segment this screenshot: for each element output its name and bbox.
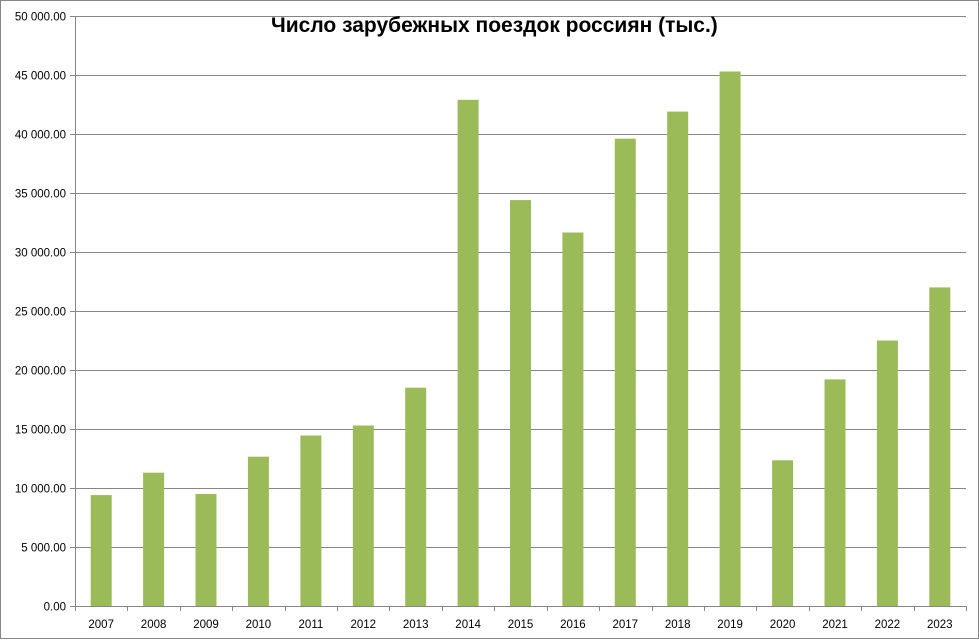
x-tick-label: 2008	[141, 619, 167, 631]
x-tick-label: 2011	[299, 619, 324, 631]
chart-title: Число зарубежных поездок россиян (тыс.)	[271, 14, 718, 37]
x-tick-label: 2012	[351, 619, 377, 631]
y-tick-label: 10 000.00	[15, 484, 66, 496]
bar-2007	[90, 495, 112, 606]
x-tick-label: 2023	[927, 619, 953, 631]
y-tick-label: 45 000.00	[15, 71, 66, 83]
x-tick-label: 2009	[193, 619, 219, 631]
bar-2013	[405, 387, 427, 606]
x-tick-label: 2017	[613, 619, 639, 631]
x-tick-label: 2016	[560, 619, 586, 631]
bar-2023	[929, 287, 951, 606]
x-tick-label: 2007	[88, 619, 114, 631]
bar-2017	[614, 138, 636, 606]
x-tick-label: 2010	[246, 619, 272, 631]
y-tick-label: 35 000.00	[15, 189, 66, 201]
x-tick-label: 2021	[822, 619, 848, 631]
y-tick-labels: 0.00 5 000.00 10 000.00 15 000.00 20 000.00 2…	[15, 12, 66, 614]
y-tick-label: 30 000.00	[15, 248, 66, 260]
bars	[90, 71, 951, 607]
x-tick-label: 2018	[665, 619, 691, 631]
y-tick-label: 15 000.00	[15, 425, 66, 437]
bar-2014	[457, 99, 479, 607]
bar-2015	[510, 200, 531, 606]
axes	[70, 16, 967, 611]
bar-2018	[667, 111, 689, 606]
bar-2019	[719, 71, 741, 606]
bar-2009	[195, 493, 217, 606]
y-tick-label: 20 000.00	[15, 366, 66, 378]
x-tick-label: 2022	[875, 619, 901, 631]
bar-2011	[300, 435, 322, 606]
y-tick-label: 40 000.00	[15, 130, 66, 142]
bar-2016	[562, 232, 584, 606]
bar-2008	[143, 472, 165, 606]
bar-2012	[352, 425, 374, 606]
x-tick-label: 2013	[403, 619, 429, 631]
y-tick-label: 50 000.00	[15, 12, 66, 24]
x-tick-label: 2020	[770, 619, 796, 631]
x-tick-label: 2014	[455, 619, 481, 631]
y-tick-label: 5 000.00	[21, 543, 66, 555]
x-tick-labels: 2007 2008 2009 2010 2011 2012 2013 2014 2015 2016…	[88, 619, 952, 631]
bar-2020	[772, 460, 794, 606]
y-tick-label: 25 000.00	[15, 307, 66, 319]
bar-2021	[824, 379, 846, 606]
bar-2010	[247, 456, 269, 606]
y-tick-label: 0.00	[44, 602, 66, 614]
bar-2022	[876, 340, 898, 606]
x-tick-label: 2015	[508, 619, 534, 631]
x-tick-label: 2019	[717, 619, 743, 631]
